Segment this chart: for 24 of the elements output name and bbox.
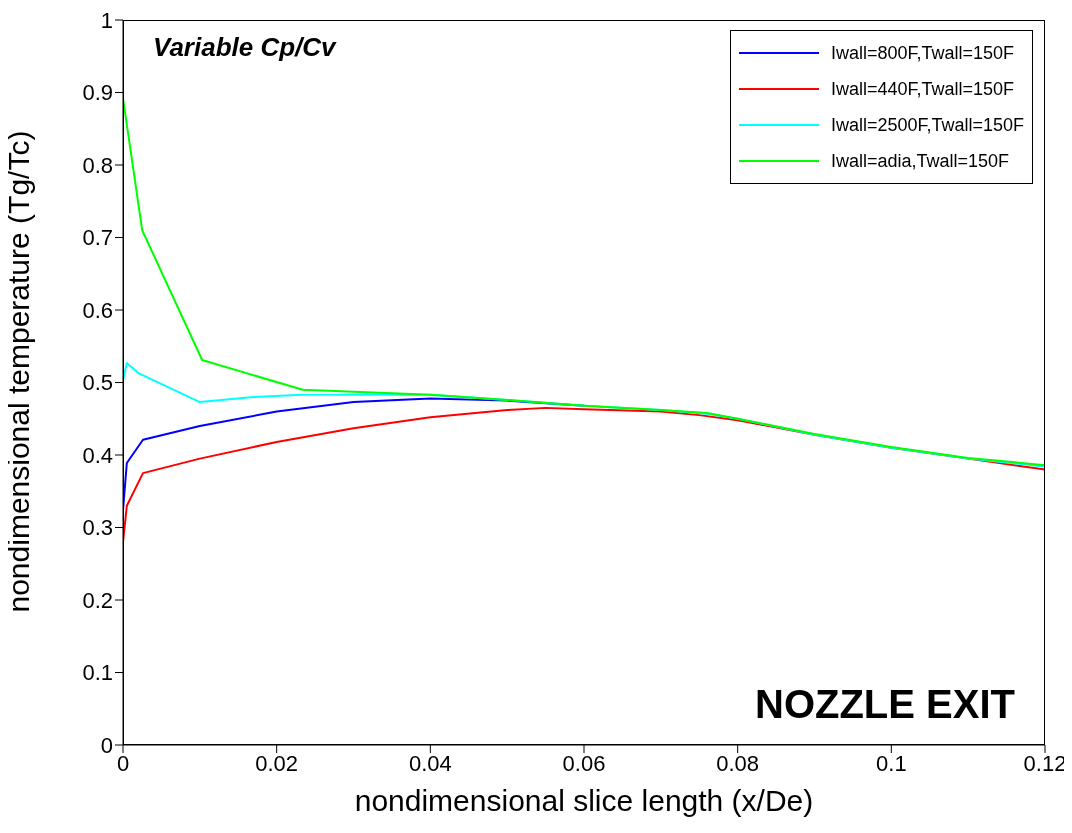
y-tick-label: 0.3	[82, 515, 113, 541]
legend-label: Iwall=800F,Twall=150F	[830, 42, 1014, 64]
x-tick-label: 0.02	[255, 750, 299, 776]
legend-label: Iwall=2500F,Twall=150F	[830, 114, 1024, 136]
y-tick-label: 0.6	[82, 297, 113, 323]
y-tick-label: 0.1	[82, 660, 113, 686]
x-tick-label: 0.08	[716, 750, 760, 776]
y-tick-label: 0.8	[82, 152, 113, 178]
y-tick-label: 0.5	[82, 370, 113, 396]
legend-label: Iwall=440F,Twall=150F	[830, 78, 1014, 100]
y-tick-label: 0	[100, 732, 113, 758]
x-tick-label: 0.04	[408, 750, 452, 776]
x-tick-label: 0.06	[562, 750, 606, 776]
annotation: Variable Cp/Cv	[153, 32, 336, 63]
annotation: NOZZLE EXIT	[755, 682, 1015, 727]
y-tick-label: 0.7	[82, 225, 113, 251]
y-tick-label: 1	[100, 7, 113, 33]
legend-label: Iwall=adia,Twall=150F	[830, 150, 1009, 172]
x-axis-title: nondimensional slice length (x/De)	[354, 784, 814, 817]
y-tick-label: 0.4	[82, 442, 113, 468]
x-tick-label: 0.1	[876, 750, 907, 776]
y-tick-label: 0.2	[82, 587, 113, 613]
x-tick-label: 0	[116, 750, 130, 776]
y-tick-label: 0.9	[82, 80, 113, 106]
